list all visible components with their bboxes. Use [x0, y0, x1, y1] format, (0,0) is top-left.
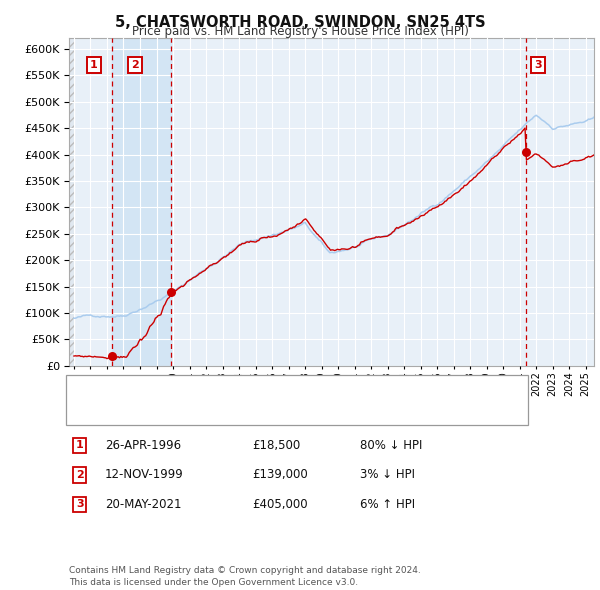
Text: 2: 2	[76, 470, 83, 480]
Text: 3: 3	[534, 60, 542, 70]
Text: 3% ↓ HPI: 3% ↓ HPI	[360, 468, 415, 481]
Text: 6% ↑ HPI: 6% ↑ HPI	[360, 498, 415, 511]
Text: £139,000: £139,000	[252, 468, 308, 481]
Text: 3: 3	[76, 500, 83, 509]
Bar	[69, 38, 74, 366]
Text: 20-MAY-2021: 20-MAY-2021	[105, 498, 182, 511]
Text: 80% ↓ HPI: 80% ↓ HPI	[360, 439, 422, 452]
Text: 1: 1	[76, 441, 83, 450]
Text: £405,000: £405,000	[252, 498, 308, 511]
Text: Price paid vs. HM Land Registry's House Price Index (HPI): Price paid vs. HM Land Registry's House …	[131, 25, 469, 38]
Bar	[112, 38, 171, 366]
Text: £18,500: £18,500	[252, 439, 300, 452]
Text: Contains HM Land Registry data © Crown copyright and database right 2024.
This d: Contains HM Land Registry data © Crown c…	[69, 566, 421, 587]
Text: 5, CHATSWORTH ROAD, SWINDON, SN25 4TS (detached house): 5, CHATSWORTH ROAD, SWINDON, SN25 4TS (d…	[108, 386, 455, 396]
Text: 1: 1	[90, 60, 98, 70]
Text: 12-NOV-1999: 12-NOV-1999	[105, 468, 184, 481]
Text: 5, CHATSWORTH ROAD, SWINDON, SN25 4TS: 5, CHATSWORTH ROAD, SWINDON, SN25 4TS	[115, 15, 485, 30]
Text: 26-APR-1996: 26-APR-1996	[105, 439, 181, 452]
Text: HPI: Average price, detached house, Swindon: HPI: Average price, detached house, Swin…	[108, 405, 357, 414]
Text: 2: 2	[131, 60, 139, 70]
